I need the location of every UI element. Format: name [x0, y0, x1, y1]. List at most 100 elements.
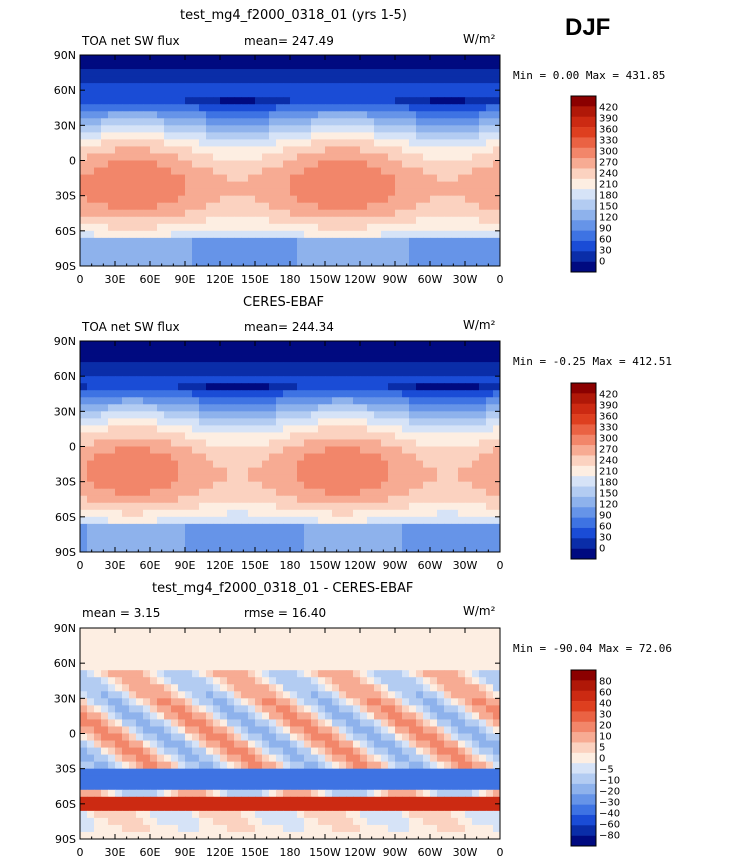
map-cell — [458, 670, 466, 678]
map-cell — [94, 642, 102, 650]
map-cell — [185, 509, 193, 518]
map-cell — [129, 69, 137, 77]
map-cell — [444, 209, 452, 218]
map-cell — [206, 139, 214, 147]
map-cell — [458, 425, 466, 433]
map-cell — [101, 495, 109, 504]
map-cell — [402, 656, 410, 664]
map-cell — [87, 467, 95, 476]
map-cell — [465, 649, 473, 657]
map-cell — [220, 502, 228, 511]
map-cell — [290, 97, 298, 105]
map-cell — [192, 244, 200, 253]
map-cell — [101, 453, 109, 461]
map-cell — [129, 202, 137, 211]
map-cell — [304, 223, 312, 232]
map-cell — [129, 488, 137, 497]
map-cell — [437, 209, 445, 218]
map-cell — [367, 425, 375, 433]
map-cell — [465, 656, 473, 664]
map-cell — [276, 460, 284, 468]
map-cell — [416, 747, 424, 755]
map-cell — [227, 397, 235, 405]
map-cell — [290, 223, 298, 232]
map-cell — [437, 55, 445, 63]
map-cell — [437, 390, 445, 398]
map-cell — [185, 537, 193, 546]
map-cell — [486, 188, 494, 197]
map-cell — [325, 202, 333, 211]
map-cell — [297, 432, 305, 440]
map-cell — [171, 446, 179, 454]
map-cell — [220, 712, 228, 720]
map-cell — [171, 635, 179, 643]
map-cell — [80, 719, 88, 727]
map-cell — [388, 649, 396, 657]
map-cell — [423, 642, 431, 650]
map-cell — [360, 656, 368, 664]
map-cell — [395, 62, 403, 70]
map-cell — [290, 425, 298, 433]
map-cell — [213, 481, 221, 490]
map-cell — [269, 502, 277, 511]
map-cell — [262, 209, 270, 218]
map-cell — [472, 104, 480, 112]
map-cell — [220, 691, 228, 699]
map-cell — [80, 677, 88, 685]
map-cell — [143, 544, 151, 553]
map-cell — [220, 446, 228, 454]
map-cell — [458, 628, 466, 636]
map-cell — [472, 348, 480, 356]
map-cell — [248, 411, 256, 419]
map-cell — [311, 153, 319, 161]
map-cell — [234, 628, 242, 636]
map-cell — [157, 726, 165, 734]
map-cell — [199, 55, 207, 63]
map-cell — [269, 223, 277, 232]
map-cell — [171, 362, 179, 370]
map-cell — [108, 432, 116, 440]
y-tick-label: 90N — [54, 49, 76, 62]
map-cell — [241, 90, 249, 98]
map-cell — [367, 223, 375, 232]
map-cell — [486, 383, 494, 391]
map-cell — [367, 432, 375, 440]
map-cell — [465, 404, 473, 412]
map-cell — [318, 167, 326, 175]
map-cell — [472, 195, 480, 204]
map-cell — [465, 474, 473, 483]
map-cell — [185, 411, 193, 419]
map-cell — [220, 537, 228, 546]
map-cell — [206, 369, 214, 377]
map-cell — [451, 348, 459, 356]
map-cell — [395, 341, 403, 349]
map-cell — [353, 341, 361, 349]
map-cell — [283, 747, 291, 755]
map-cell — [430, 425, 438, 433]
map-cell — [388, 216, 396, 225]
map-cell — [87, 104, 95, 112]
map-cell — [157, 509, 165, 518]
map-cell — [325, 754, 333, 763]
map-cell — [479, 439, 487, 447]
map-cell — [395, 90, 403, 98]
map-cell — [332, 160, 340, 168]
map-cell — [381, 230, 389, 239]
map-cell — [192, 411, 200, 419]
map-cell — [472, 446, 480, 454]
map-cell — [150, 481, 158, 490]
map-cell — [178, 216, 186, 225]
map-cell — [304, 132, 312, 140]
map-cell — [423, 362, 431, 370]
map-cell — [451, 111, 459, 119]
map-cell — [472, 719, 480, 727]
map-cell — [465, 76, 473, 84]
map-cell — [157, 481, 165, 490]
map-cell — [367, 111, 375, 119]
map-cell — [318, 181, 326, 190]
map-cell — [339, 209, 347, 218]
map-cell — [185, 160, 193, 168]
map-cell — [87, 698, 95, 706]
map-cell — [437, 495, 445, 504]
map-cell — [227, 139, 235, 147]
